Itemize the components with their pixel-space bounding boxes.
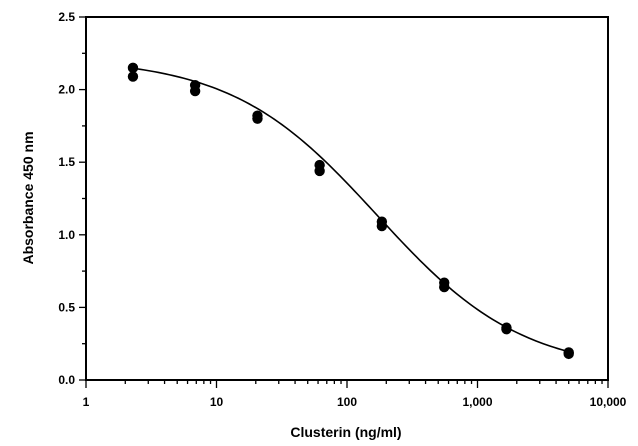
x-tick-label: 1 <box>83 395 90 409</box>
y-tick-label: 0.0 <box>58 373 75 387</box>
data-point <box>563 348 574 360</box>
x-tick-label: 1,000 <box>462 395 492 409</box>
fit-curve <box>132 67 569 353</box>
x-axis-title: Clusterin (ng/ml) <box>290 424 401 440</box>
x-tick-label: 10 <box>210 395 224 409</box>
data-point <box>127 71 139 82</box>
y-tick-label: 2.0 <box>58 83 75 97</box>
y-tick-label: 2.5 <box>58 10 75 24</box>
data-point <box>314 165 325 177</box>
plot-frame <box>85 16 609 381</box>
data-point <box>439 281 450 293</box>
y-axis-title: Absorbance 450 nm <box>20 131 36 264</box>
data-point <box>252 113 263 124</box>
fit-curve-group <box>132 67 569 353</box>
y-tick-label: 1.5 <box>58 155 75 169</box>
y-tick-label: 0.5 <box>58 300 75 314</box>
data-point <box>127 62 139 74</box>
y-tick-label: 1.0 <box>58 228 75 242</box>
data-point <box>501 323 512 335</box>
data-points <box>127 62 574 360</box>
data-point <box>189 85 201 97</box>
axes: 1 10 100 1,000 10,000 0.0 0.5 1.0 1.5 2.0 2.5 <box>58 10 626 409</box>
data-point <box>376 220 388 232</box>
x-tick-label: 10,000 <box>590 395 627 409</box>
x-tick-label: 100 <box>337 395 357 409</box>
